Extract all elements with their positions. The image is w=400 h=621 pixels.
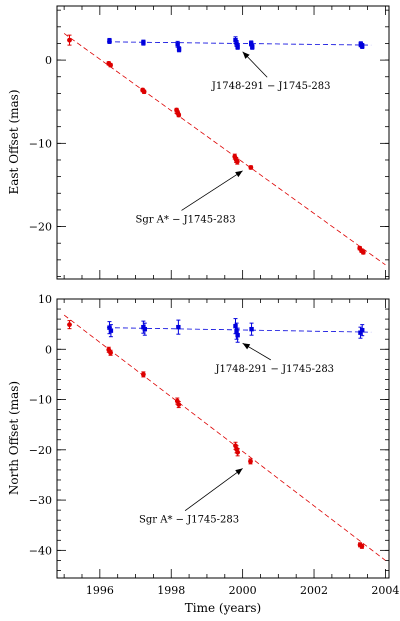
annotation-arrow-head — [242, 343, 251, 350]
calibrator-fit-line — [106, 327, 372, 333]
calibrator-point — [360, 327, 365, 333]
y-tick-label: −10 — [29, 394, 52, 407]
sgr-a-point — [176, 112, 182, 118]
calibrator-point — [176, 47, 182, 52]
y-axis-label: East Offset (mas) — [7, 89, 21, 194]
north-offset-panel: 10 0 −10 −20 −30 −40 1996 1998 2000 2002 2004 North… — [7, 293, 399, 615]
sgr-a-point — [234, 159, 240, 165]
sgr-a-point — [108, 62, 113, 68]
sgr-a-point — [248, 458, 253, 464]
calibrator-point — [142, 326, 148, 332]
calibrator-point — [233, 323, 238, 329]
calibrator-point — [235, 332, 240, 338]
calibrator-point — [107, 325, 112, 330]
y-tick-label: 0 — [45, 343, 52, 356]
x-tick-label: 1998 — [157, 584, 185, 597]
sgr-a-annotation: Sgr A* − J1745-283 — [139, 515, 239, 526]
calibrator-point — [176, 324, 181, 330]
sgr-a-point — [108, 350, 113, 356]
calibrator-point — [108, 328, 114, 333]
calibrator-point — [249, 41, 254, 46]
y-tick-label: 10 — [38, 293, 52, 306]
calibrator-point — [141, 40, 146, 45]
y-tick-label: −10 — [29, 137, 52, 150]
sgr-a-fit-line — [63, 33, 386, 266]
east-offset-panel: 0 −10 −20 East Offset (mas) J1748-291 − J174… — [7, 5, 390, 280]
x-tick-label: 2004 — [371, 584, 399, 597]
y-tick-label: −20 — [29, 444, 52, 457]
annotation-arrow-head — [235, 468, 243, 475]
calibrator-point — [360, 43, 365, 49]
sgr-a-point — [141, 89, 147, 95]
y-axis-label: North Offset (mas) — [7, 381, 21, 495]
sgr-a-point — [248, 165, 254, 170]
sgr-a-point — [359, 543, 365, 549]
y-tick-label: 0 — [45, 54, 52, 67]
calibrator-point — [175, 42, 180, 47]
annotation-arrow-head — [235, 170, 243, 178]
x-tick-label: 2002 — [300, 584, 328, 597]
y-tick-label: −30 — [29, 494, 52, 507]
calibrator-fit-line — [106, 41, 372, 46]
x-axis-label: Time (years) — [185, 601, 261, 615]
y-tick-label: −20 — [29, 221, 52, 234]
annotation-arrow-head — [242, 51, 250, 59]
calibrator-point — [235, 44, 240, 49]
north-axes-frame — [56, 298, 390, 579]
east-axes-frame — [56, 5, 390, 280]
calibrator-point — [234, 41, 239, 46]
calibrator-point — [358, 330, 363, 335]
calibrator-point — [249, 326, 254, 332]
sgr-a-fit-line — [63, 314, 386, 561]
sgr-a-point — [235, 449, 241, 455]
x-tick-label: 2000 — [229, 584, 257, 597]
sgr-a-point — [67, 37, 72, 43]
sgr-a-point — [140, 372, 146, 377]
annotation-arrow-line — [181, 170, 243, 211]
sgr-a-point — [67, 322, 72, 328]
calibrator-annotation: J1748-291 − J1745-283 — [214, 364, 334, 375]
sgr-a-point — [176, 402, 182, 407]
calibrator-point — [234, 328, 239, 334]
sgr-a-annotation: Sgr A* − J1745-283 — [135, 214, 235, 225]
x-tick-label: 1996 — [86, 584, 114, 597]
sgr-a-point — [360, 249, 366, 255]
calibrator-annotation: J1748-291 − J1745-283 — [211, 81, 331, 92]
calibrator-point — [250, 44, 255, 49]
calibrator-point — [107, 38, 112, 44]
annotation-arrow-line — [184, 468, 243, 512]
y-tick-label: −40 — [29, 544, 52, 557]
